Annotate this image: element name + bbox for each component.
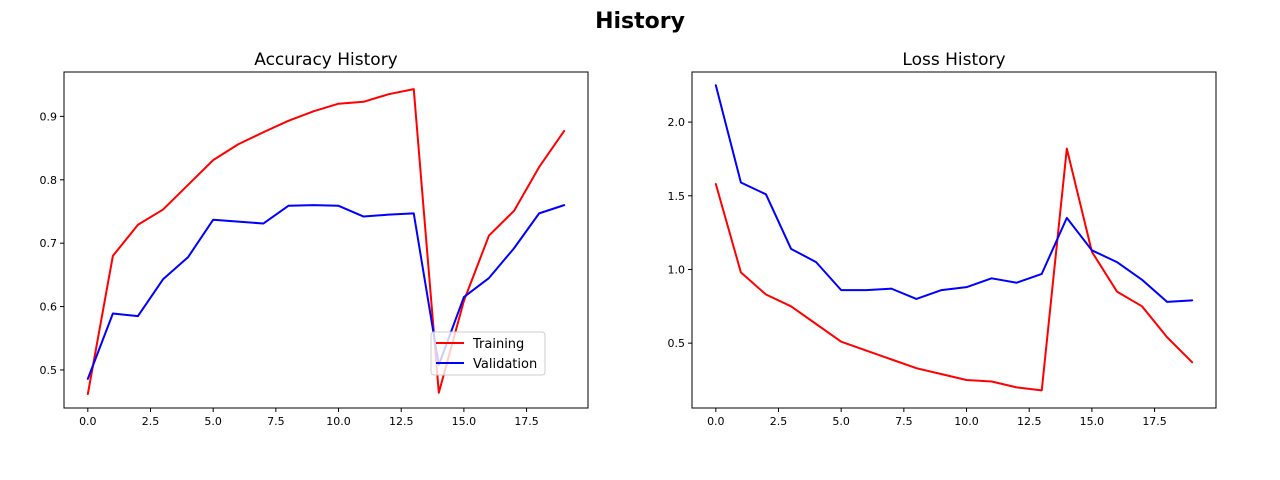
figure-title: History bbox=[595, 9, 685, 34]
loss-blue-line bbox=[714, 84, 1194, 303]
loss-plot-frame bbox=[691, 71, 1217, 409]
loss-x-tick-label: 5.0 bbox=[832, 415, 850, 428]
legend-label-training: Training bbox=[472, 337, 524, 352]
accuracy-chart-title: Accuracy History bbox=[254, 50, 398, 70]
accuracy-y-tick-label: 0.9 bbox=[40, 110, 58, 123]
accuracy-x-tick-label: 15.0 bbox=[452, 415, 477, 428]
loss-chart-title: Loss History bbox=[902, 50, 1005, 70]
accuracy-y-tick-label: 0.7 bbox=[40, 237, 58, 250]
loss-x-tick-label: 0.0 bbox=[707, 415, 725, 428]
accuracy-y-tick-label: 0.5 bbox=[40, 364, 58, 377]
accuracy-plot-frame bbox=[63, 71, 589, 409]
loss-chart: Loss History 0.0 2.5 5.0 7.5 10.0 12.5 15.0 17.5… bbox=[668, 50, 1217, 428]
accuracy-training-line bbox=[86, 88, 566, 396]
loss-x-tick-label: 17.5 bbox=[1142, 415, 1167, 428]
loss-x-tick-label: 12.5 bbox=[1017, 415, 1042, 428]
accuracy-chart: Accuracy History 0.0 2.5 5.0 7.5 10.0 12.5 15.0… bbox=[40, 50, 589, 428]
accuracy-y-tick-label: 0.8 bbox=[40, 174, 58, 187]
loss-x-tick-label: 2.5 bbox=[770, 415, 788, 428]
accuracy-x-tick-label: 10.0 bbox=[326, 415, 351, 428]
accuracy-x-tick-label: 7.5 bbox=[267, 415, 285, 428]
accuracy-y-tick-label: 0.6 bbox=[40, 301, 58, 314]
accuracy-legend: Training Validation bbox=[430, 331, 546, 376]
loss-x-tick-label: 7.5 bbox=[895, 415, 913, 428]
loss-y-tick-label: 0.5 bbox=[668, 337, 686, 350]
accuracy-validation-line bbox=[86, 204, 566, 380]
loss-red-line bbox=[714, 147, 1194, 392]
loss-x-tick-label: 15.0 bbox=[1080, 415, 1105, 428]
accuracy-x-tick-label: 17.5 bbox=[514, 415, 539, 428]
accuracy-x-tick-label: 0.0 bbox=[79, 415, 97, 428]
loss-y-tick-label: 2.0 bbox=[668, 116, 686, 129]
loss-y-tick-label: 1.5 bbox=[668, 190, 686, 203]
accuracy-x-tick-label: 5.0 bbox=[204, 415, 222, 428]
accuracy-x-tick-label: 2.5 bbox=[142, 415, 160, 428]
loss-y-tick-label: 1.0 bbox=[668, 263, 686, 276]
legend-label-validation: Validation bbox=[473, 357, 537, 372]
loss-x-tick-label: 10.0 bbox=[954, 415, 979, 428]
accuracy-x-tick-label: 12.5 bbox=[389, 415, 414, 428]
